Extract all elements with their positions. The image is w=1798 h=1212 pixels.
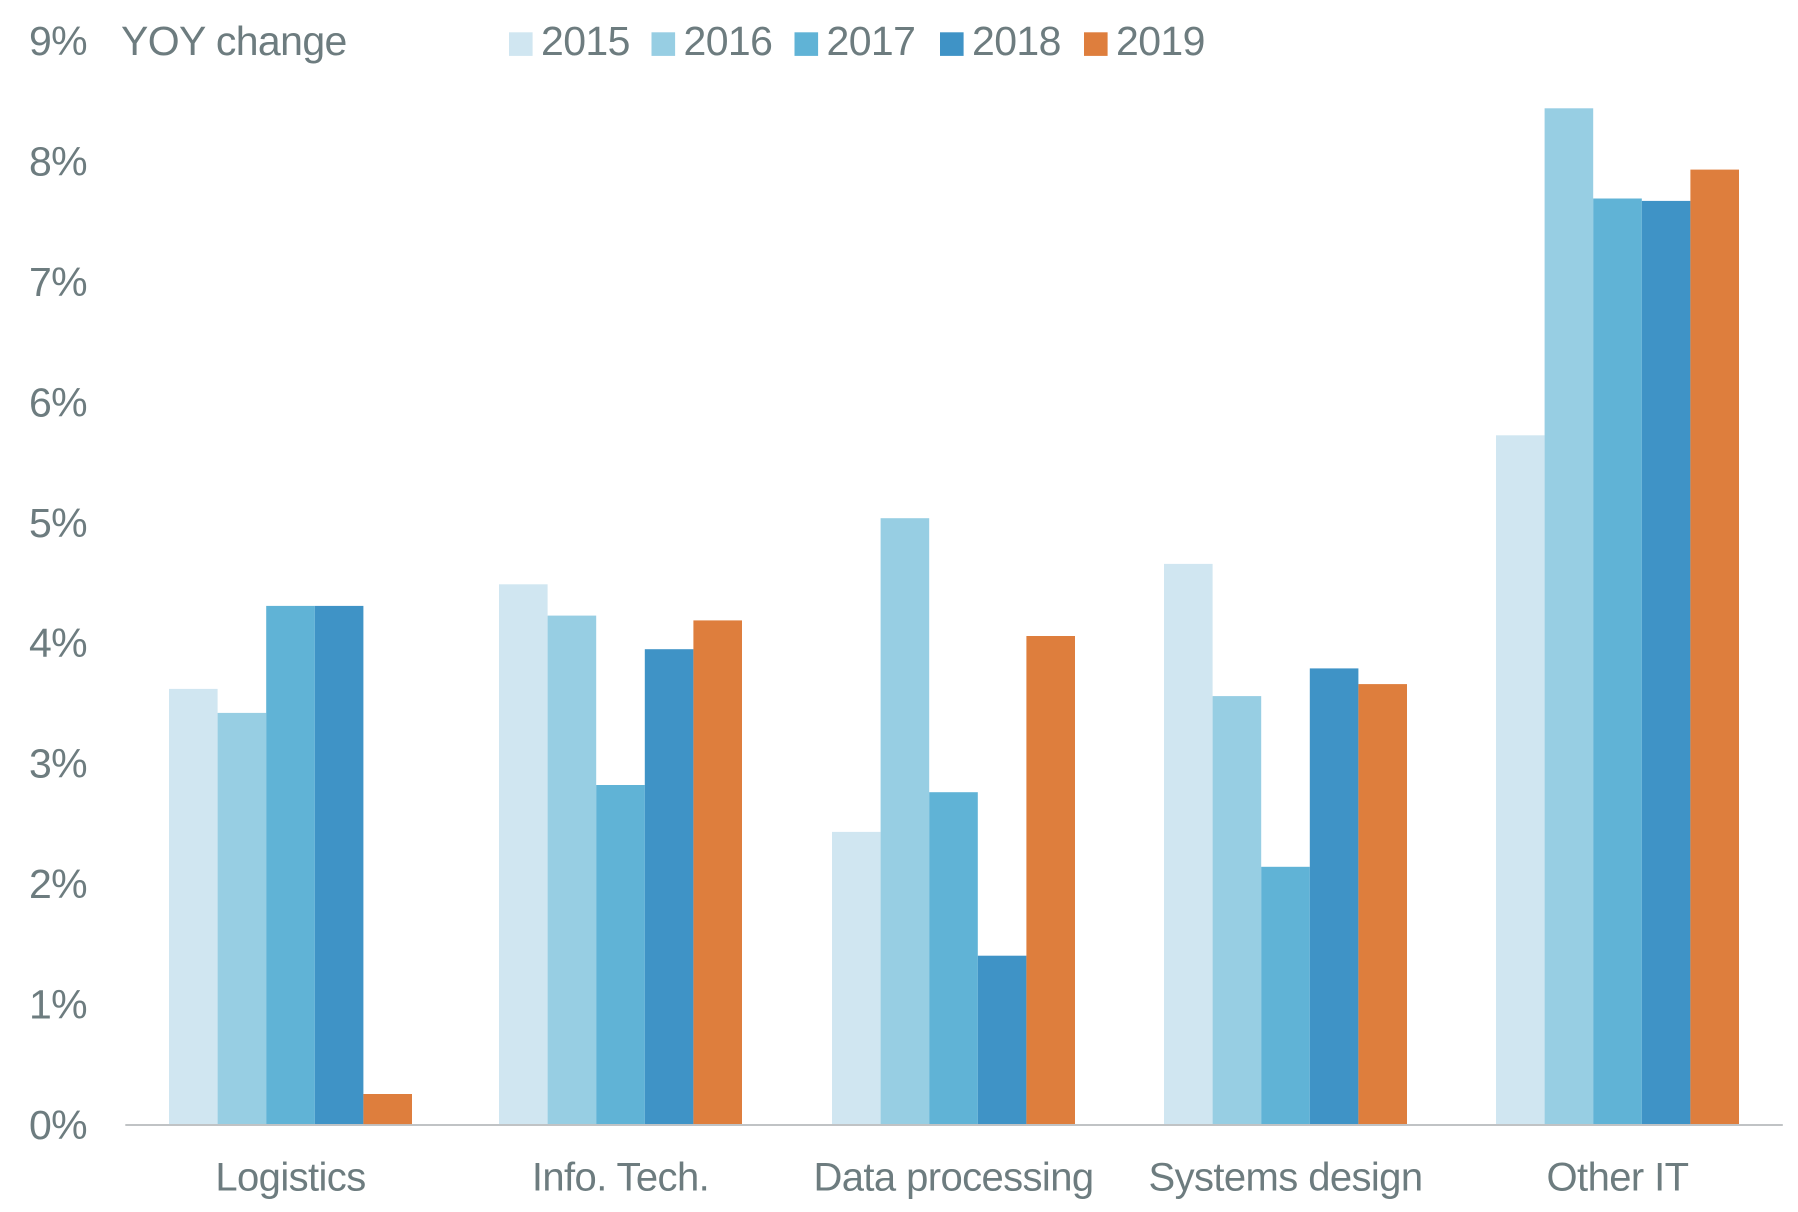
svg-text:2%: 2% [29, 861, 87, 907]
svg-text:2016: 2016 [684, 18, 773, 64]
svg-text:8%: 8% [29, 139, 87, 185]
svg-text:2018: 2018 [972, 18, 1061, 64]
svg-text:YOY change: YOY change [121, 18, 347, 64]
svg-text:2017: 2017 [827, 18, 916, 64]
svg-text:Systems design: Systems design [1149, 1156, 1423, 1200]
svg-text:9%: 9% [29, 18, 87, 64]
svg-text:Other IT: Other IT [1547, 1156, 1689, 1200]
svg-text:2015: 2015 [541, 18, 630, 64]
svg-text:2019: 2019 [1116, 18, 1205, 64]
svg-text:Info. Tech.: Info. Tech. [532, 1156, 709, 1200]
svg-text:0%: 0% [29, 1102, 87, 1148]
svg-text:1%: 1% [29, 981, 87, 1027]
svg-text:3%: 3% [29, 741, 87, 787]
svg-text:Data processing: Data processing [813, 1156, 1093, 1200]
svg-text:5%: 5% [29, 500, 87, 546]
svg-text:6%: 6% [29, 379, 87, 425]
svg-text:4%: 4% [29, 620, 87, 666]
svg-text:7%: 7% [29, 259, 87, 305]
svg-text:Logistics: Logistics [215, 1156, 365, 1200]
